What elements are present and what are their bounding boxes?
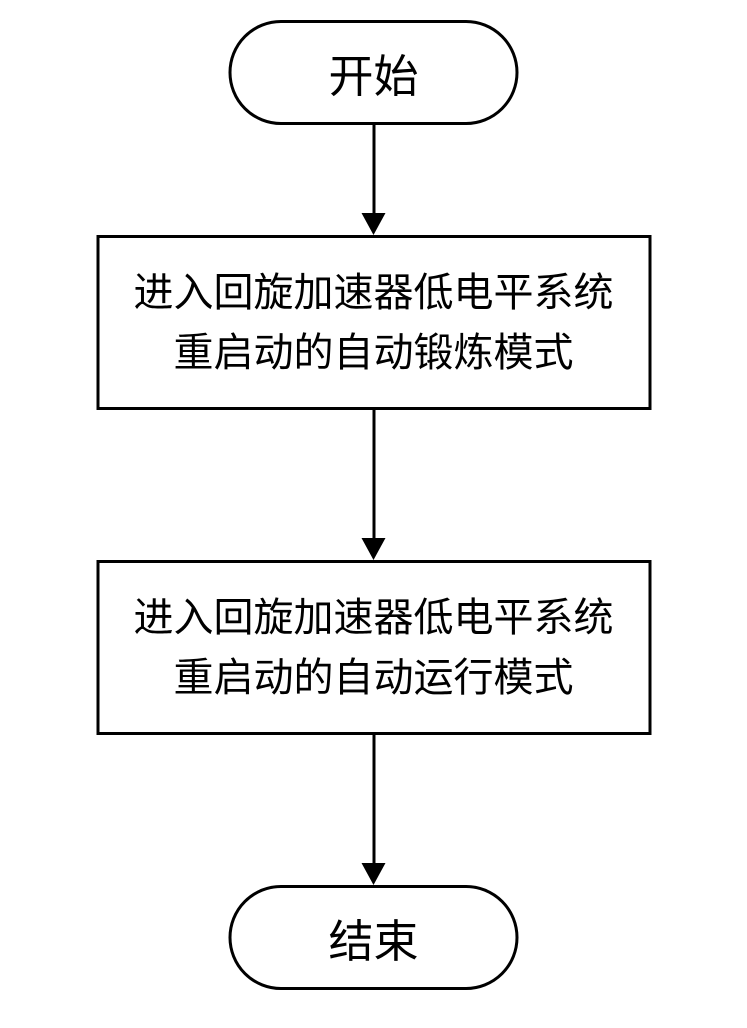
flowchart-container: 开始 进入回旋加速器低电平系统 重启动的自动锻炼模式 进入回旋加速器低电平系统 … — [96, 20, 651, 990]
process-step-1: 进入回旋加速器低电平系统 重启动的自动锻炼模式 — [96, 235, 651, 410]
end-label: 结束 — [328, 905, 418, 970]
process-line1: 进入回旋加速器低电平系统 — [134, 588, 614, 648]
arrow-line — [372, 410, 375, 538]
process-text: 进入回旋加速器低电平系统 重启动的自动运行模式 — [134, 588, 614, 708]
arrow-head-icon — [362, 863, 386, 885]
arrow-2 — [362, 410, 386, 560]
process-step-2: 进入回旋加速器低电平系统 重启动的自动运行模式 — [96, 560, 651, 735]
process-text: 进入回旋加速器低电平系统 重启动的自动锻炼模式 — [134, 263, 614, 383]
arrow-3 — [362, 735, 386, 885]
process-line2: 重启动的自动运行模式 — [134, 648, 614, 708]
arrow-head-icon — [362, 213, 386, 235]
start-label: 开始 — [328, 40, 418, 105]
arrow-line — [372, 735, 375, 863]
end-terminal: 结束 — [229, 885, 519, 990]
arrow-1 — [362, 125, 386, 235]
process-line1: 进入回旋加速器低电平系统 — [134, 263, 614, 323]
process-line2: 重启动的自动锻炼模式 — [134, 323, 614, 383]
arrow-head-icon — [362, 538, 386, 560]
arrow-line — [372, 125, 375, 213]
start-terminal: 开始 — [229, 20, 519, 125]
